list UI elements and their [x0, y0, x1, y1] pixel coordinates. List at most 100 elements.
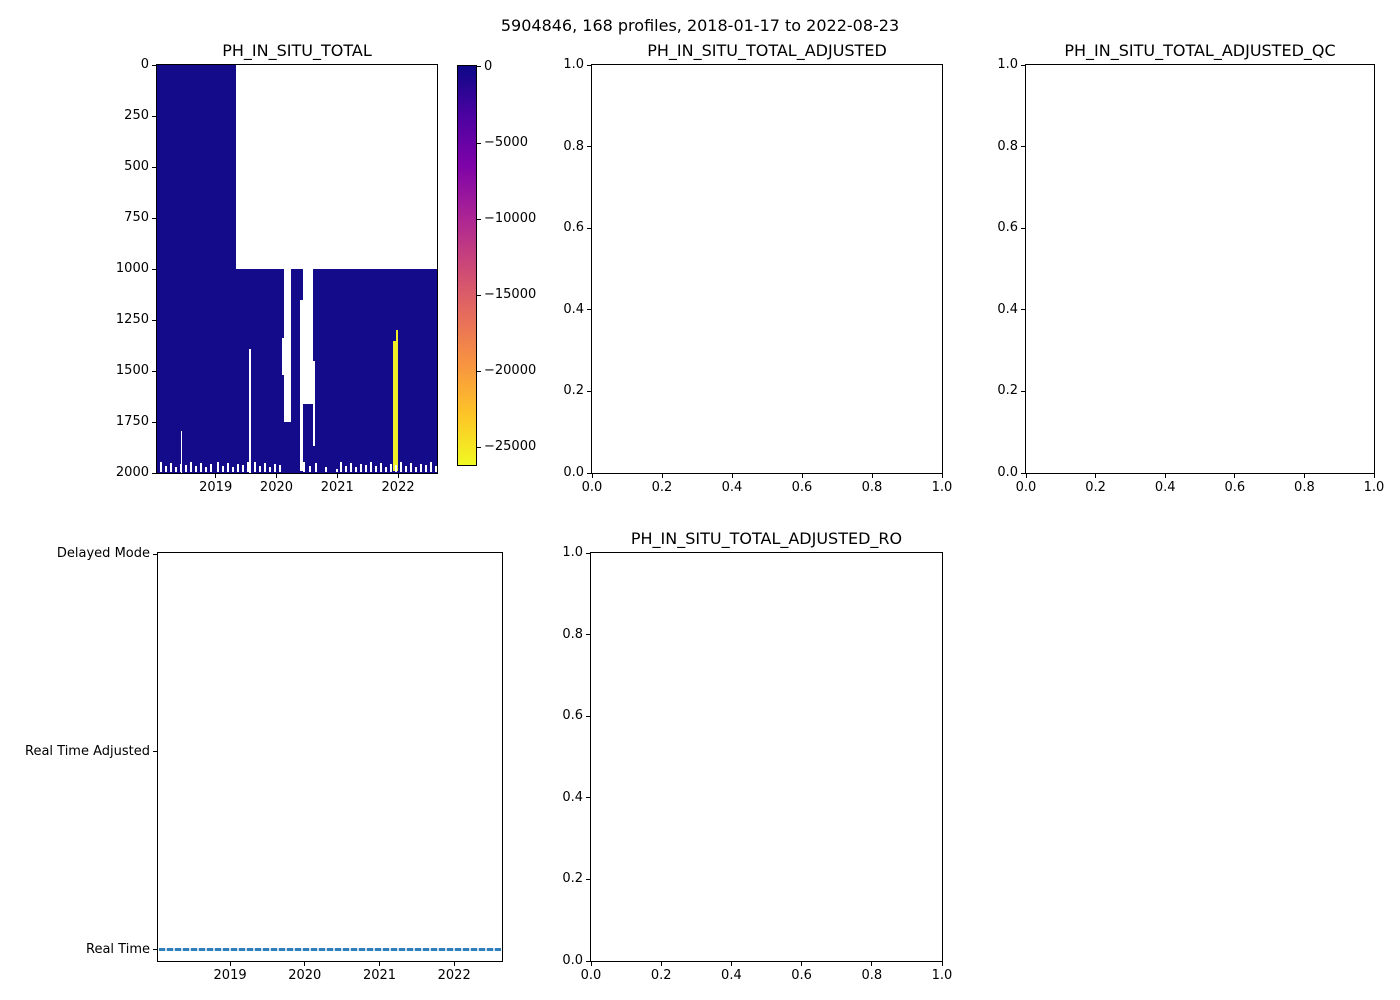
y-tick-label: 0.8 — [997, 138, 1018, 154]
y-tick-label: 1750 — [115, 414, 149, 429]
adjusted-ro-axes — [590, 552, 943, 962]
y-tick-label: 0.0 — [562, 953, 583, 968]
x-tick-label: 0.4 — [1154, 480, 1176, 495]
y-tick-label: 2000 — [115, 465, 149, 480]
y-tick — [1021, 390, 1025, 392]
y-tick — [586, 552, 590, 554]
x-tick — [1234, 474, 1236, 478]
x-tick-label: 0.6 — [1224, 480, 1246, 495]
depth-comb-gap — [375, 465, 378, 472]
y-tick — [586, 878, 590, 880]
x-tick — [871, 474, 873, 478]
depth-comb-gap — [435, 465, 437, 472]
depth-comb-gap — [360, 463, 363, 472]
adjusted-qc-title: PH_IN_SITU_TOTAL_ADJUSTED_QC — [1064, 41, 1336, 60]
x-tick — [1373, 474, 1375, 478]
depth-comb-gap — [302, 461, 305, 472]
mode-plot-area — [158, 553, 502, 961]
no-data-gap — [313, 360, 316, 447]
colorbar-tick — [477, 218, 481, 220]
y-tick — [586, 797, 590, 799]
depth-comb-gap — [336, 468, 338, 472]
y-tick-label: 0.4 — [562, 789, 583, 805]
y-tick-label: 1500 — [115, 363, 149, 378]
x-tick-label: 0.8 — [1294, 480, 1315, 495]
y-tick — [1021, 472, 1025, 474]
depth-comb-gap — [365, 464, 368, 472]
depth-comb-gap — [205, 466, 208, 472]
y-tick — [153, 553, 157, 555]
x-tick — [941, 962, 943, 966]
y-tick — [1021, 227, 1025, 229]
y-tick — [152, 115, 156, 117]
x-tick-label: 0.2 — [1085, 480, 1106, 495]
y-tick — [1021, 309, 1025, 311]
x-tick-label: 0.8 — [861, 480, 883, 495]
depth-comb-gap — [350, 462, 353, 472]
colorbar-tick-label: 0 — [484, 58, 493, 74]
y-tick-label: Real Time — [86, 941, 150, 957]
y-tick — [587, 309, 591, 311]
x-tick — [591, 474, 593, 478]
y-tick-label: 0.4 — [997, 301, 1018, 317]
depth-comb-gap — [425, 464, 428, 472]
anomaly-column — [395, 359, 397, 471]
x-tick-label: 2022 — [437, 968, 471, 983]
y-tick — [587, 146, 591, 148]
depth-comb-gap — [415, 466, 418, 472]
x-tick-label: 0.0 — [580, 968, 602, 983]
y-tick-label: 500 — [124, 159, 149, 174]
depth-comb-gap — [185, 464, 188, 472]
depth-comb-gap — [278, 464, 281, 472]
x-tick — [660, 962, 662, 966]
x-tick-label: 2019 — [213, 968, 247, 983]
colorbar-tick — [477, 370, 481, 372]
y-tick — [152, 472, 156, 474]
x-tick-label: 2022 — [381, 480, 415, 495]
y-tick — [152, 166, 156, 168]
y-tick-label: 0.8 — [563, 138, 584, 154]
y-tick-label: 250 — [124, 108, 149, 123]
x-tick — [731, 474, 733, 478]
y-tick — [152, 319, 156, 321]
y-tick-label: 0.6 — [562, 708, 583, 724]
depth-comb-gap — [308, 465, 311, 472]
y-tick-label: 0.8 — [562, 626, 583, 642]
y-tick-label: 0.6 — [563, 220, 584, 236]
depth-comb-gap — [210, 463, 213, 472]
heat-data-region — [157, 65, 236, 473]
y-tick-label: 1.0 — [562, 545, 583, 560]
depth-comb-gap — [242, 464, 245, 472]
x-tick-label: 1.0 — [1363, 480, 1385, 495]
depth-comb-gap — [232, 466, 235, 472]
y-tick — [153, 751, 157, 753]
depth-comb-gap — [170, 462, 173, 472]
y-tick-label: 0.0 — [563, 465, 584, 480]
colorbar-tick-label: −10000 — [484, 211, 537, 227]
y-tick — [586, 634, 590, 636]
heatmap-axes — [156, 64, 438, 474]
depth-comb-gap — [227, 462, 230, 472]
depth-comb-gap — [420, 463, 423, 472]
x-tick — [1025, 474, 1027, 478]
adjusted-axes — [591, 64, 943, 474]
y-tick — [587, 227, 591, 229]
y-tick-label: 1.0 — [997, 57, 1018, 72]
depth-comb-gap — [222, 465, 225, 472]
x-tick — [229, 962, 231, 966]
x-tick — [1095, 474, 1097, 478]
y-tick-label: 0.2 — [997, 383, 1018, 399]
y-tick — [1021, 64, 1025, 66]
y-tick — [587, 64, 591, 66]
mode-realtime-line — [159, 948, 501, 952]
depth-comb-gap — [165, 465, 168, 472]
y-tick — [152, 370, 156, 372]
colorbar-tick-label: −20000 — [484, 363, 537, 379]
depth-comb-gap — [253, 461, 256, 472]
y-tick-label: 0.2 — [562, 871, 583, 887]
y-tick-label: 1250 — [115, 312, 149, 327]
y-tick — [587, 472, 591, 474]
depth-comb-gap — [180, 463, 183, 472]
x-tick-label: 0.4 — [721, 968, 742, 983]
depth-comb-gap — [385, 466, 388, 472]
